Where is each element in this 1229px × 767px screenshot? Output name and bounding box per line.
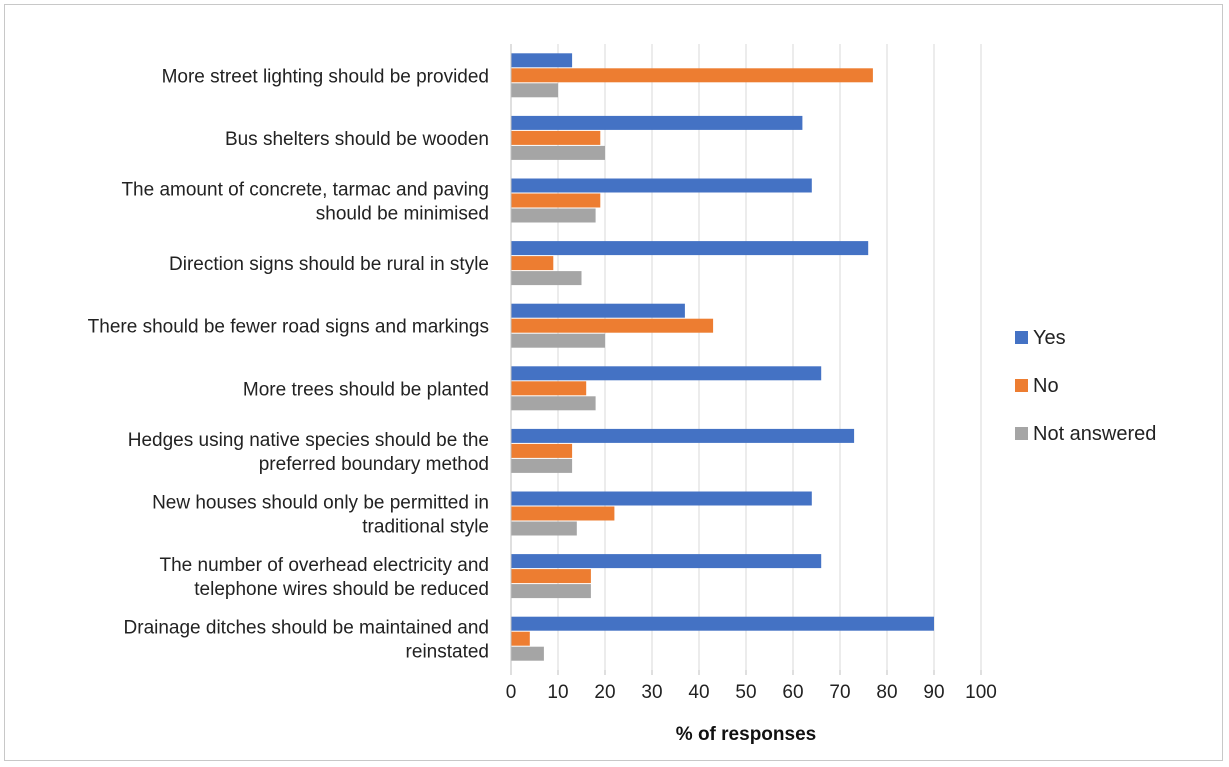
category-label: Hedges using native species should be th… xyxy=(128,430,489,475)
bar-group xyxy=(511,616,934,661)
bar-group xyxy=(511,178,812,223)
category-label: Direction signs should be rural in style xyxy=(169,254,489,275)
bar-group xyxy=(511,241,869,286)
bar-yes xyxy=(511,554,822,569)
category-label: The number of overhead electricity and te… xyxy=(159,555,489,600)
bar-group xyxy=(511,554,822,599)
bar-yes xyxy=(511,178,812,193)
bar-not-answered xyxy=(511,271,582,286)
bar-yes xyxy=(511,303,685,318)
category-labels: More street lighting should be provided B… xyxy=(88,66,489,662)
category-label: More trees should be planted xyxy=(243,379,489,400)
bar-no xyxy=(511,256,554,271)
bar-not-answered xyxy=(511,145,605,160)
legend-swatch xyxy=(1015,331,1028,344)
bar-not-answered xyxy=(511,646,544,661)
category-label: The amount of concrete, tarmac and pavin… xyxy=(121,180,489,225)
bar-yes xyxy=(511,616,934,631)
bar-yes xyxy=(511,366,822,381)
bar-not-answered xyxy=(511,83,558,98)
x-tick-label: 70 xyxy=(829,682,850,703)
x-tick-label: 60 xyxy=(782,682,803,703)
category-label: Bus shelters should be wooden xyxy=(225,129,489,150)
chart-frame: 0 10 20 30 40 50 60 70 80 90 100 More street light… xyxy=(4,4,1223,761)
bar-yes xyxy=(511,115,803,130)
bar-group xyxy=(511,491,812,536)
bar-no xyxy=(511,443,573,458)
bar-not-answered xyxy=(511,208,596,223)
legend: Yes No Not answered xyxy=(1015,327,1156,445)
x-axis-label: % of responses xyxy=(676,724,816,745)
category-label: Drainage ditches should be maintained an… xyxy=(124,618,489,663)
bar-not-answered xyxy=(511,521,577,536)
bar-group xyxy=(511,53,873,98)
bar-no xyxy=(511,130,601,145)
category-label: More street lighting should be provided xyxy=(162,66,489,87)
x-tick-label: 80 xyxy=(876,682,897,703)
bar-not-answered xyxy=(511,584,591,599)
category-label: There should be fewer road signs and mar… xyxy=(88,317,489,338)
bar-group xyxy=(511,366,822,411)
bar-chart: 0 10 20 30 40 50 60 70 80 90 100 More street light… xyxy=(88,44,1156,745)
x-tick-label: 30 xyxy=(641,682,662,703)
legend-label: No xyxy=(1033,375,1059,397)
bar-no xyxy=(511,569,591,584)
x-tick-label: 100 xyxy=(965,682,997,703)
bar-not-answered xyxy=(511,333,605,348)
bar-group xyxy=(511,428,855,473)
legend-swatch xyxy=(1015,379,1028,392)
bar-no xyxy=(511,631,530,646)
bar-not-answered xyxy=(511,396,596,411)
legend-swatch xyxy=(1015,427,1028,440)
legend-item: No xyxy=(1015,375,1059,397)
bar-not-answered xyxy=(511,458,573,473)
bar-yes xyxy=(511,491,812,506)
bar-no xyxy=(511,193,601,208)
bar-groups xyxy=(511,53,934,661)
legend-item: Yes xyxy=(1015,327,1066,349)
bar-yes xyxy=(511,53,573,68)
legend-item: Not answered xyxy=(1015,423,1156,445)
x-tick-label: 50 xyxy=(735,682,756,703)
x-axis: 0 10 20 30 40 50 60 70 80 90 100 xyxy=(506,44,997,703)
bar-no xyxy=(511,68,873,83)
bar-no xyxy=(511,318,714,333)
x-tick-label: 40 xyxy=(688,682,709,703)
bar-no xyxy=(511,506,615,521)
bar-group xyxy=(511,115,803,160)
x-tick-label: 20 xyxy=(594,682,615,703)
bar-no xyxy=(511,381,587,396)
x-tick-label: 90 xyxy=(923,682,944,703)
bar-group xyxy=(511,303,714,348)
legend-label: Not answered xyxy=(1033,423,1156,445)
category-label: New houses should only be permitted in tr… xyxy=(152,493,489,538)
bar-yes xyxy=(511,428,855,443)
x-tick-label: 10 xyxy=(547,682,568,703)
bar-yes xyxy=(511,241,869,256)
legend-label: Yes xyxy=(1033,327,1066,349)
x-tick-label: 0 xyxy=(506,682,517,703)
